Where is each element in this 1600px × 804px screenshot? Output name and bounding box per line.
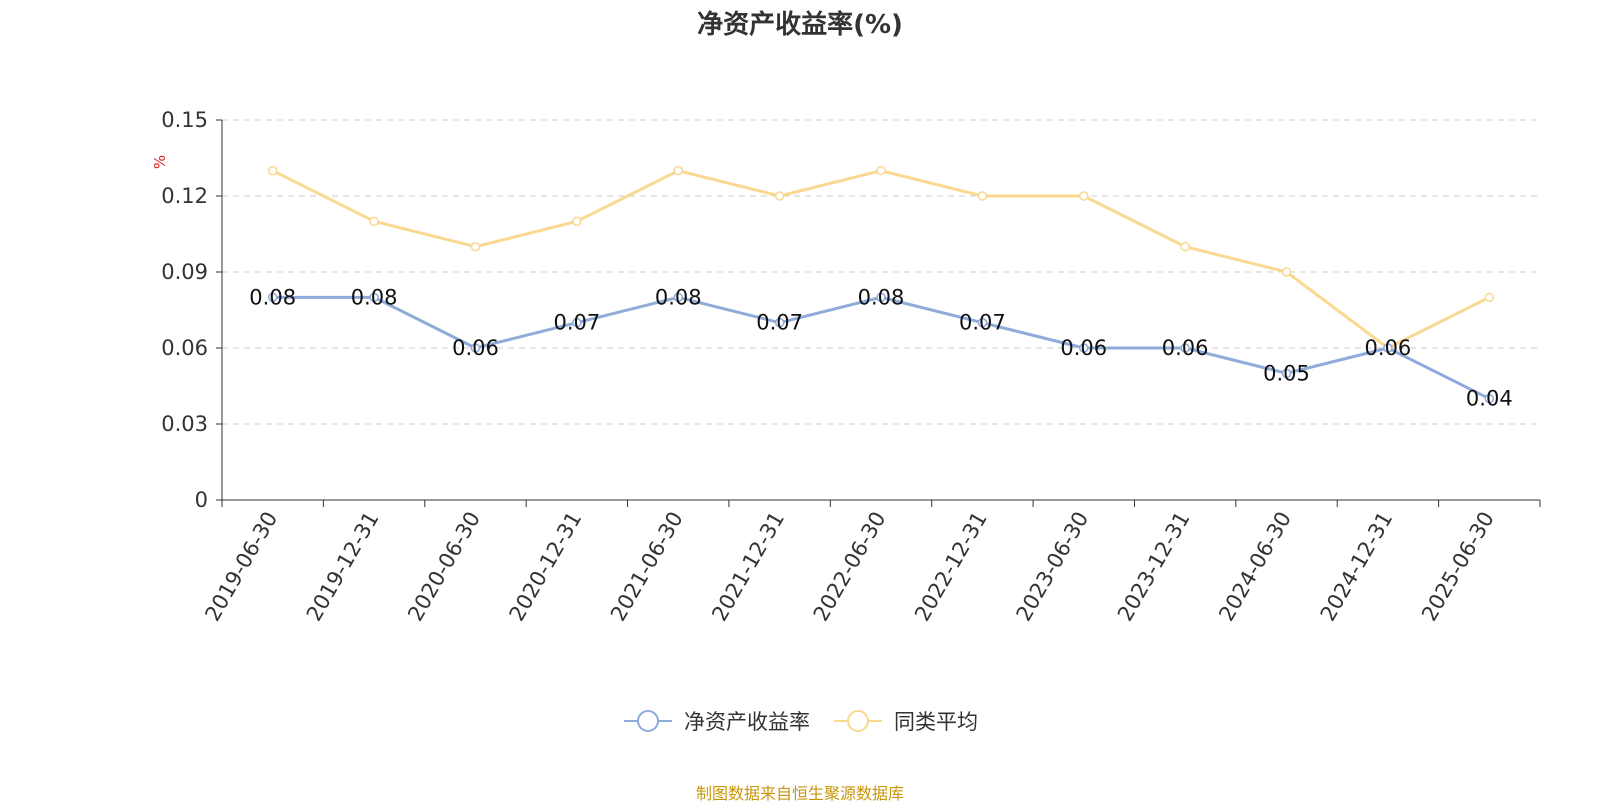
data-label-roe: 0.06 xyxy=(452,336,499,360)
x-tick-label: 2023-12-31 xyxy=(1113,508,1195,626)
data-label-roe: 0.05 xyxy=(1263,361,1310,385)
legend: 净资产收益率 同类平均 xyxy=(0,706,1600,736)
legend-label-peer-average: 同类平均 xyxy=(894,710,978,734)
y-tick-label: 0.12 xyxy=(161,184,208,208)
x-tick-label: 2024-06-30 xyxy=(1214,508,1296,626)
data-point-peer-average xyxy=(774,191,785,201)
legend-label-roe: 净资产收益率 xyxy=(684,710,810,734)
y-tick-label: 0.06 xyxy=(161,336,208,360)
series-layer xyxy=(267,165,1495,404)
y-axis-label: % xyxy=(151,155,169,169)
data-point-roe xyxy=(1180,343,1190,353)
data-label-roe: 0.07 xyxy=(959,311,1006,335)
x-tick-label: 2023-06-30 xyxy=(1011,508,1093,626)
data-label-roe: 0.08 xyxy=(249,285,296,309)
data-point-roe xyxy=(977,317,988,328)
chart-title: 净资产收益率(%) xyxy=(697,10,903,40)
data-point-peer-average xyxy=(1180,241,1190,252)
data-label-roe: 0.07 xyxy=(756,311,803,335)
data-point-roe xyxy=(267,292,278,303)
data-point-roe xyxy=(1281,368,1292,379)
data-point-peer-average xyxy=(369,216,379,227)
x-tick-label: 2020-06-30 xyxy=(403,508,485,626)
y-tick-label: 0.09 xyxy=(161,260,208,284)
data-point-peer-average xyxy=(876,165,886,176)
data-point-roe xyxy=(774,317,785,328)
data-point-peer-average xyxy=(572,216,582,227)
legend-item-roe[interactable]: 净资产收益率 xyxy=(622,706,810,736)
legend-marker-peer-average-icon xyxy=(834,710,882,732)
data-point-roe xyxy=(1079,343,1089,353)
grid-layer xyxy=(222,119,1540,425)
data-point-roe xyxy=(673,292,683,303)
x-tick-label: 2024-12-31 xyxy=(1316,508,1398,626)
x-tick-label: 2025-06-30 xyxy=(1417,508,1499,626)
y-tick-label: 0.03 xyxy=(161,412,208,436)
y-tick-label: 0.15 xyxy=(161,108,208,132)
data-point-peer-average xyxy=(977,191,988,201)
axis-layer: 0 0.03 0.06 0.09 0.12 0.15% 2019-06-30 2019-12-… xyxy=(151,108,1541,626)
data-point-roe xyxy=(876,292,886,303)
data-point-roe xyxy=(369,292,379,303)
data-label-roe: 0.07 xyxy=(553,311,600,335)
data-point-peer-average xyxy=(1281,267,1292,277)
legend-marker-roe-icon xyxy=(624,710,672,732)
data-label-roe: 0.06 xyxy=(1162,336,1209,360)
data-point-peer-average xyxy=(267,165,278,176)
data-point-roe xyxy=(470,343,481,353)
x-tick-label: 2019-06-30 xyxy=(200,508,282,626)
data-point-roe xyxy=(1383,343,1393,353)
data-label-roe: 0.08 xyxy=(655,285,702,309)
x-tick-label: 2021-06-30 xyxy=(606,508,688,626)
x-tick-label: 2022-12-31 xyxy=(910,508,992,626)
data-label-roe: 0.06 xyxy=(1365,336,1412,360)
x-tick-label: 2022-06-30 xyxy=(809,508,891,626)
data-label-layer: 0.08 0.08 0.06 0.07 0.08 0.07 0.08 0.07 0.06 0.06… xyxy=(249,285,1512,410)
data-label-roe: 0.04 xyxy=(1466,387,1513,411)
data-point-peer-average xyxy=(673,165,683,176)
x-tick-label: 2021-12-31 xyxy=(707,508,789,626)
data-point-peer-average xyxy=(1079,191,1089,201)
data-point-peer-average xyxy=(470,241,481,252)
data-label-roe: 0.08 xyxy=(351,285,398,309)
y-tick-label: 0 xyxy=(195,488,208,512)
x-tick-label: 2020-12-31 xyxy=(505,508,587,626)
x-tick-label: 2019-12-31 xyxy=(302,508,384,626)
data-point-peer-average xyxy=(1484,292,1495,303)
data-point-roe xyxy=(1484,393,1495,404)
series-line-peer-average xyxy=(272,169,1490,350)
source-note: 制图数据来自恒生聚源数据库 xyxy=(695,784,904,803)
data-point-roe xyxy=(572,317,582,328)
data-label-roe: 0.06 xyxy=(1060,336,1107,360)
legend-item-peer-average[interactable]: 同类平均 xyxy=(832,706,978,736)
data-label-roe: 0.08 xyxy=(858,285,905,309)
